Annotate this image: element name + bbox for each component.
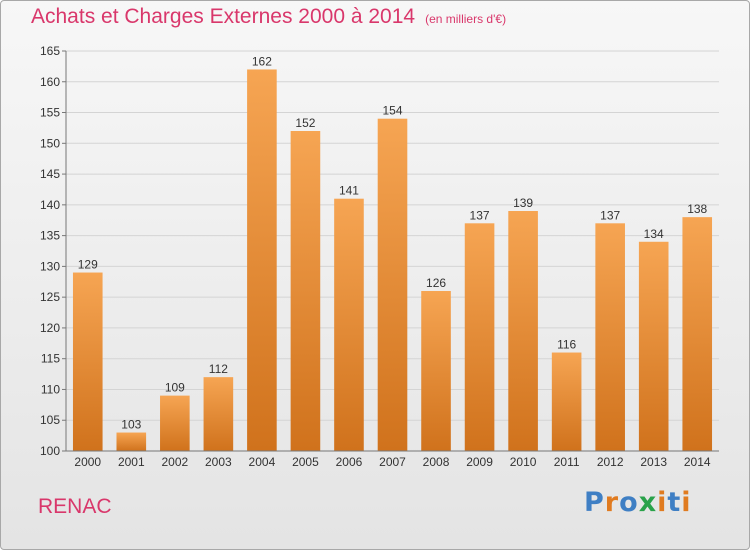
data-label: 137 xyxy=(600,208,620,222)
x-tick-label: 2001 xyxy=(118,455,145,469)
y-tick-label: 135 xyxy=(40,229,60,243)
commune-name: RENAC xyxy=(38,495,112,518)
y-tick-label: 120 xyxy=(40,321,60,335)
proxiti-logo[interactable]: Proxiti xyxy=(584,487,692,518)
data-label: 103 xyxy=(121,418,141,432)
y-tick-label: 105 xyxy=(40,413,60,427)
data-label: 139 xyxy=(513,196,533,210)
bar-2003 xyxy=(203,377,234,451)
y-tick-label: 100 xyxy=(40,444,60,458)
y-tick-label: 110 xyxy=(41,382,60,396)
bar-2005 xyxy=(290,131,321,451)
data-label: 154 xyxy=(382,104,402,118)
x-tick-label: 2013 xyxy=(640,455,667,469)
data-label: 126 xyxy=(426,276,446,290)
bar-2010 xyxy=(508,211,538,451)
bar-2011 xyxy=(551,352,582,451)
logo-letter: x xyxy=(638,487,658,518)
y-tick-label: 150 xyxy=(40,136,60,150)
bar-2008 xyxy=(421,291,451,451)
chart-title: Achats et Charges Externes 2000 à 2014 (e… xyxy=(31,5,506,29)
bar-2002 xyxy=(160,395,190,451)
y-tick-label: 140 xyxy=(40,198,60,212)
data-label: 141 xyxy=(339,184,359,198)
data-label: 152 xyxy=(295,116,315,130)
y-tick-label: 145 xyxy=(40,167,60,181)
data-label: 112 xyxy=(209,362,228,376)
x-tick-label: 2006 xyxy=(336,455,363,469)
y-tick-label: 160 xyxy=(40,75,60,89)
x-tick-label: 2012 xyxy=(597,455,624,469)
bar-2004 xyxy=(247,69,277,451)
data-label: 162 xyxy=(252,54,272,68)
y-tick-label: 130 xyxy=(40,259,60,273)
x-tick-label: 2007 xyxy=(379,455,406,469)
y-tick-label: 125 xyxy=(40,290,60,304)
data-label: 137 xyxy=(470,208,490,222)
x-tick-label: 2011 xyxy=(554,455,580,469)
data-label: 138 xyxy=(687,202,707,216)
x-tick-label: 2009 xyxy=(466,455,493,469)
bar-2000 xyxy=(72,272,103,451)
bar-2012 xyxy=(595,223,625,451)
logo-letter: o xyxy=(619,487,639,518)
logo-letter: i xyxy=(681,487,692,518)
chart-unit-label: (en milliers d'€) xyxy=(425,12,507,26)
logo-letter: i xyxy=(657,487,668,518)
bar-2009 xyxy=(464,223,495,451)
x-tick-label: 2002 xyxy=(161,455,188,469)
y-tick-label: 155 xyxy=(40,106,60,120)
data-label: 134 xyxy=(644,227,664,241)
x-tick-label: 2008 xyxy=(423,455,450,469)
chart-title-text: Achats et Charges Externes 2000 à 2014 xyxy=(31,5,416,28)
bar-2007 xyxy=(377,118,408,451)
data-label: 109 xyxy=(165,381,185,395)
y-tick-label: 115 xyxy=(41,352,60,366)
y-tick-label: 165 xyxy=(40,44,60,58)
logo-letter: P xyxy=(584,487,605,518)
bar-2001 xyxy=(116,432,147,451)
logo-letter: r xyxy=(604,487,620,518)
x-tick-label: 2003 xyxy=(205,455,232,469)
data-label: 116 xyxy=(557,338,576,352)
x-tick-label: 2014 xyxy=(684,455,711,469)
bar-2014 xyxy=(682,217,713,451)
bar-2013 xyxy=(638,241,669,451)
data-label: 129 xyxy=(78,258,98,272)
x-tick-label: 2004 xyxy=(249,455,276,469)
bar-2006 xyxy=(334,198,364,451)
x-tick-label: 2000 xyxy=(74,455,101,469)
x-tick-label: 2005 xyxy=(292,455,319,469)
x-tick-label: 2010 xyxy=(510,455,537,469)
logo-letter: t xyxy=(667,487,682,518)
